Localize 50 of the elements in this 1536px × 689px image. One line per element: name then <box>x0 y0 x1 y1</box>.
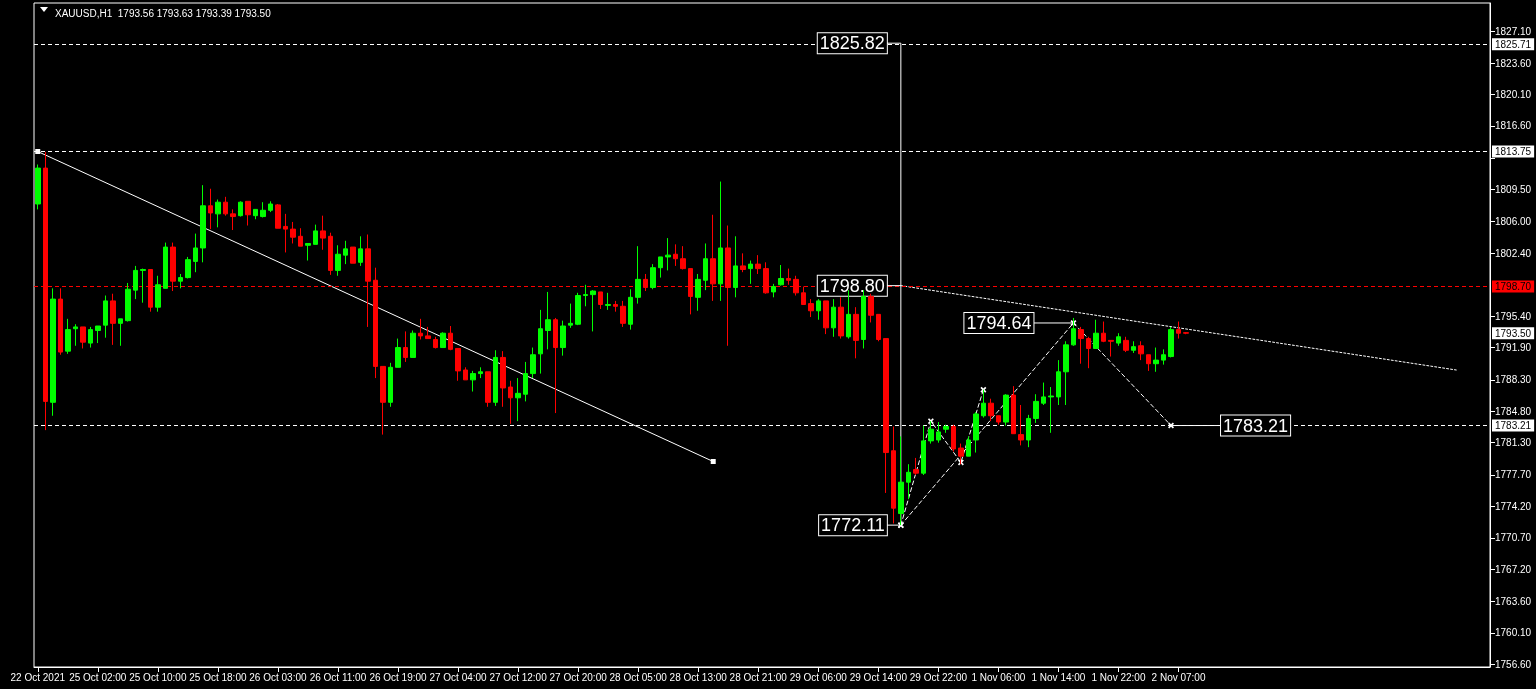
x-tick-label: 28 Oct 13:00 <box>669 671 728 683</box>
annotation: 1772.11 <box>821 515 885 536</box>
y-tick-label: 1760.10 <box>1495 627 1532 639</box>
x-tick-label: 1 Nov 22:00 <box>1091 671 1146 683</box>
ref-line-label: 1783.21 <box>1495 420 1532 432</box>
x-tick-label: 27 Oct 12:00 <box>489 671 548 683</box>
y-tick-label: 1806.00 <box>1495 215 1532 227</box>
ref-line-label: 1813.75 <box>1495 146 1532 157</box>
x-tick-label: 26 Oct 11:00 <box>309 671 367 683</box>
x-tick-label: 1 Nov 14:00 <box>1031 671 1086 683</box>
annotation: 1794.64 <box>966 312 1032 333</box>
y-tick-label: 1802.40 <box>1495 247 1532 259</box>
y-tick-label: 1784.80 <box>1495 405 1532 417</box>
x-tick-label: 28 Oct 05:00 <box>609 671 668 683</box>
x-tick-label: 22 Oct 2021 <box>10 671 66 683</box>
x-tick-label: 29 Oct 22:00 <box>909 671 968 683</box>
y-tick-label: 1756.60 <box>1495 658 1532 670</box>
y-tick-label: 1788.30 <box>1495 374 1532 386</box>
y-tick-label: 1781.30 <box>1495 437 1532 449</box>
y-tick-label: 1795.40 <box>1495 310 1532 322</box>
y-tick-label: 1816.60 <box>1495 120 1532 132</box>
x-tick-label: 27 Oct 04:00 <box>429 671 488 683</box>
x-tick-label: 25 Oct 02:00 <box>69 671 127 683</box>
y-tick-label: 1770.70 <box>1495 532 1532 544</box>
chart-title: XAUUSD,H1 1793.56 1793.63 1793.39 1793.50 <box>55 7 272 19</box>
y-tick-label: 1777.70 <box>1495 469 1532 481</box>
y-tick-label: 1767.20 <box>1495 563 1532 575</box>
ref-line-label: 1798.70 <box>1495 281 1532 293</box>
y-tick-label: 1809.50 <box>1495 184 1532 196</box>
annotation: 1825.82 <box>819 33 885 54</box>
ref-line-label: 1825.71 <box>1495 38 1532 50</box>
y-tick-label: 1774.20 <box>1495 500 1532 512</box>
x-tick-label: 26 Oct 19:00 <box>369 671 428 683</box>
x-tick-label: 1 Nov 06:00 <box>971 671 1026 683</box>
x-tick-label: 27 Oct 20:00 <box>549 671 608 683</box>
y-tick-label: 1823.60 <box>1495 57 1532 69</box>
x-tick-label: 28 Oct 21:00 <box>729 671 788 683</box>
y-tick-label: 1791.90 <box>1495 342 1532 354</box>
y-tick-label: 1763.60 <box>1495 596 1532 607</box>
x-tick-label: 2 Nov 07:00 <box>1151 671 1206 683</box>
x-tick-label: 26 Oct 03:00 <box>249 671 307 683</box>
x-tick-label: 25 Oct 18:00 <box>189 671 247 683</box>
y-tick-label: 1820.10 <box>1495 89 1532 101</box>
x-tick-label: 29 Oct 14:00 <box>849 671 908 683</box>
x-tick-label: 29 Oct 06:00 <box>789 671 848 683</box>
annotation: 1798.80 <box>819 275 885 296</box>
x-tick-label: 25 Oct 10:00 <box>129 671 187 683</box>
annotation: 1783.21 <box>1223 415 1289 436</box>
text: 1793.50 <box>1495 327 1532 339</box>
y-tick-label: 1827.10 <box>1495 26 1532 38</box>
